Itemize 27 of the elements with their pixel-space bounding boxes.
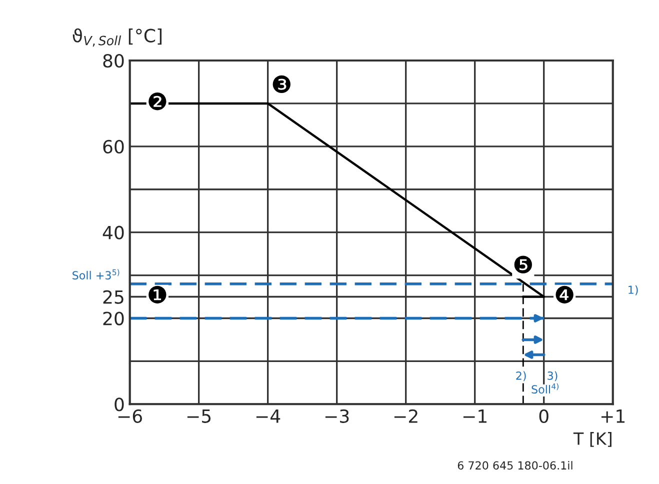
y-tick-label: 25 xyxy=(103,290,124,304)
annotation: ❶ xyxy=(148,286,166,304)
x-tick-label: −2 xyxy=(394,409,418,423)
annotation: 2) xyxy=(516,371,526,382)
ref-line-label: Soll +3$^{5)}$ xyxy=(72,269,120,280)
x-tick-label: 0 xyxy=(539,409,548,423)
annotation: Soll$^{4)}$ xyxy=(532,383,558,394)
y-axis-title: ϑ$_{V,Soll}$ [°C] xyxy=(72,28,162,47)
y-tick-label: 0 xyxy=(114,398,124,412)
x-tick-label: −6 xyxy=(118,409,142,423)
text: 1) xyxy=(628,285,638,296)
x-tick-label: −5 xyxy=(187,410,211,423)
x-axis-title: T [K] xyxy=(573,432,612,447)
y-tick-label: 40 xyxy=(102,226,124,240)
x-tick-label: −1 xyxy=(463,410,486,423)
annotation: ❺ xyxy=(514,256,532,274)
y-tick-label: 80 xyxy=(103,54,124,68)
annotation: ❸ xyxy=(272,75,290,94)
x-tick-label: +1 xyxy=(601,410,625,423)
text: 6 720 645 180-06.1il xyxy=(458,461,572,470)
y-tick-label: 60 xyxy=(103,140,124,154)
annotation: ❷ xyxy=(148,92,166,110)
annotation: ❹ xyxy=(556,286,574,304)
x-tick-label: −4 xyxy=(256,410,280,423)
x-tick-label: −3 xyxy=(325,409,349,423)
y-tick-label: 20 xyxy=(103,312,124,326)
annotation: 3) xyxy=(548,371,558,382)
